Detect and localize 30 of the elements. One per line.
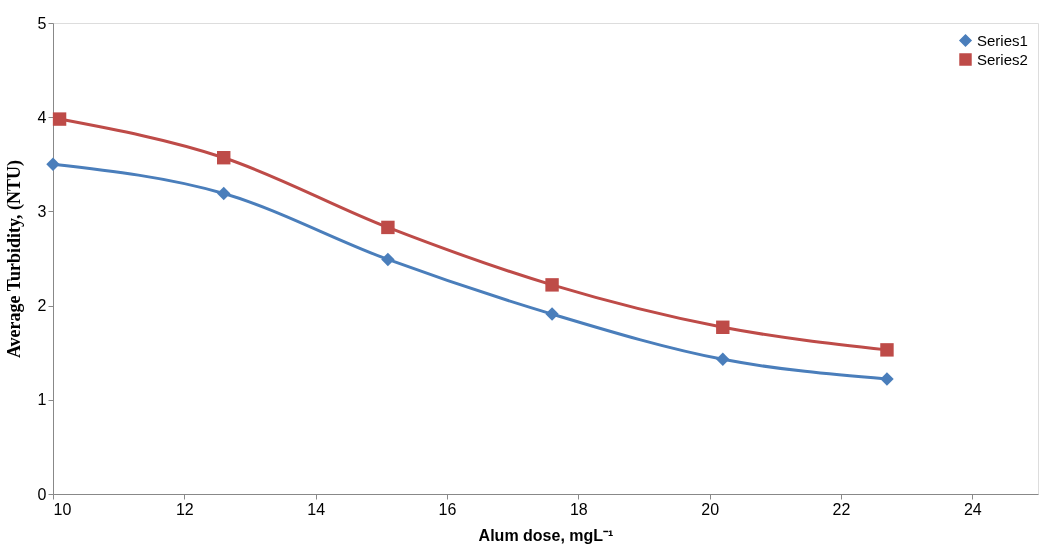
point — [880, 343, 894, 357]
y-tick-label: 3 — [37, 202, 47, 220]
point — [52, 112, 67, 126]
legend-label: Series2 — [977, 50, 1028, 68]
y-tick-label: 0 — [37, 485, 47, 503]
x-tick-label: 12 — [175, 500, 194, 518]
x-tick-label: 18 — [569, 500, 588, 518]
point — [46, 157, 60, 172]
y-tick-label: 5 — [37, 14, 47, 32]
point — [716, 320, 730, 334]
y-axis-title: Average Turbidity, (NTU) — [3, 159, 25, 359]
y-tick-label: 4 — [37, 108, 47, 126]
x-tick-label: 22 — [832, 500, 851, 518]
point — [217, 151, 231, 165]
point — [381, 252, 395, 267]
x-axis-title: Alum dose, mgL⁻¹ — [478, 526, 614, 544]
point — [716, 352, 730, 366]
x-tick-label: 20 — [701, 500, 720, 518]
y-tick-label: 1 — [37, 391, 47, 409]
x-tick-label: 10 — [53, 500, 72, 518]
point — [545, 278, 559, 292]
x-tick-label: 14 — [307, 500, 326, 518]
x-tick-label: 24 — [963, 500, 982, 518]
legend-label: Series1 — [977, 31, 1028, 49]
x-tick-label: 16 — [438, 500, 457, 518]
point — [217, 186, 231, 201]
point — [880, 372, 894, 386]
point — [545, 307, 559, 321]
point — [381, 220, 395, 235]
y-tick-label: 2 — [37, 297, 47, 315]
